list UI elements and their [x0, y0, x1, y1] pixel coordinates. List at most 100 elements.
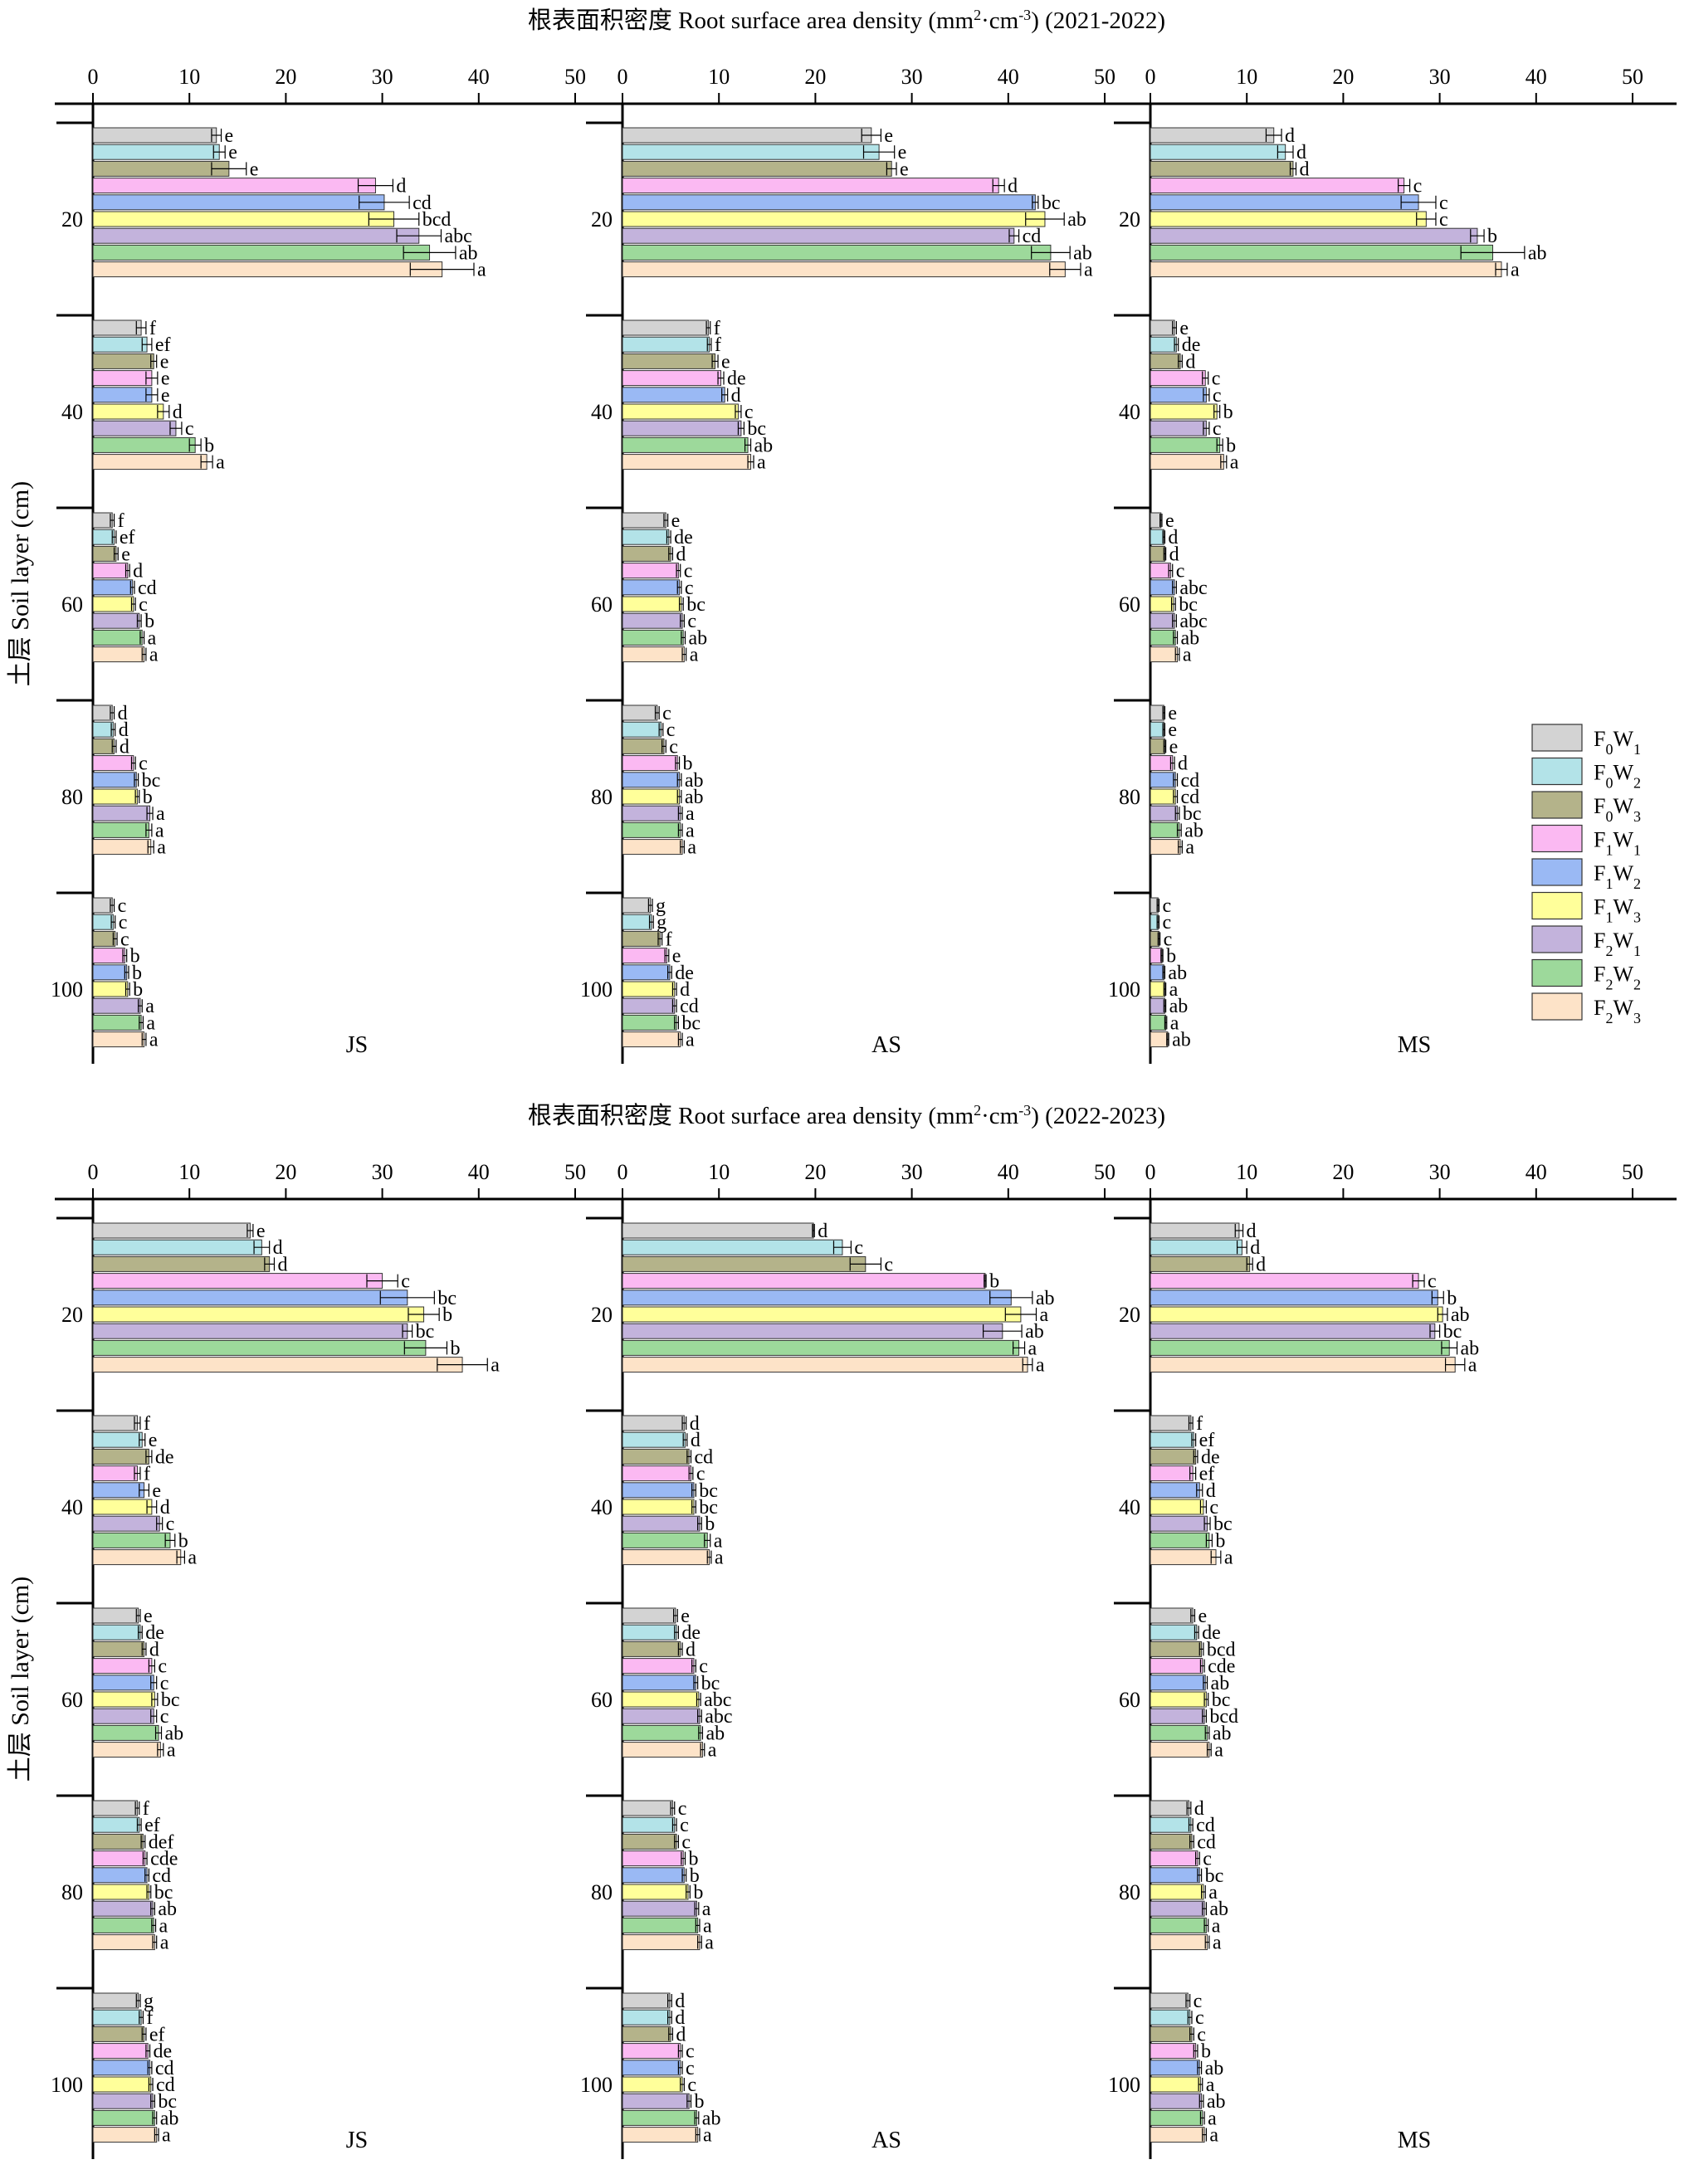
significance-letter: bc — [437, 1288, 456, 1309]
bar-AS-20-6 — [622, 227, 1015, 244]
bar-AS-80-5 — [622, 1884, 689, 1900]
y-tick-label: 40 — [61, 400, 83, 424]
bar-AS-20-8 — [622, 261, 1066, 278]
significance-letter: c — [1212, 368, 1221, 390]
significance-letter: a — [686, 820, 695, 841]
significance-letter: abc — [704, 1689, 731, 1711]
bar-JS-80-2 — [92, 1833, 144, 1850]
significance-letter: c — [686, 2058, 695, 2079]
y-tick-label: 100 — [580, 977, 613, 1002]
significance-letter: ab — [689, 627, 708, 649]
bar-MS-20-1 — [1150, 144, 1286, 160]
significance-letter: a — [149, 1030, 159, 1051]
bar-JS-60-1 — [92, 529, 115, 545]
significance-letter: c — [678, 1798, 687, 1820]
bar-JS-80-3 — [92, 755, 134, 772]
significance-letter: def — [149, 1831, 174, 1853]
bar-MS-100-4 — [1150, 964, 1164, 981]
significance-letter: c — [686, 2041, 695, 2063]
x-tick-label: 40 — [998, 65, 1019, 89]
significance-letter: d — [676, 544, 686, 565]
significance-letter: c — [1203, 1849, 1212, 1870]
significance-letter: c — [166, 1514, 175, 1535]
y-tick-label: 20 — [1119, 207, 1140, 232]
significance-letter: e — [1168, 703, 1177, 724]
significance-letter: b — [1215, 1530, 1225, 1552]
significance-letter: c — [666, 719, 676, 741]
significance-letter: e — [152, 1480, 161, 1502]
significance-letter: e — [1168, 719, 1177, 741]
bar-JS-40-4 — [92, 387, 153, 403]
significance-letter: b — [132, 963, 142, 984]
y-tick-label: 40 — [1119, 1495, 1140, 1519]
significance-letter: ab — [165, 1723, 184, 1744]
x-tick-label: 30 — [1429, 1160, 1451, 1184]
bar-MS-60-1 — [1150, 1624, 1198, 1640]
significance-letter: ab — [1067, 209, 1086, 231]
bar-AS-40-0 — [622, 319, 709, 336]
bar-AS-60-1 — [622, 1624, 677, 1640]
bar-AS-20-4 — [622, 194, 1036, 211]
significance-letter: d — [119, 719, 129, 741]
bar-MS-60-5 — [1150, 1691, 1207, 1708]
significance-letter: d — [1169, 544, 1179, 565]
y-tick-label: 100 — [580, 2073, 613, 2097]
bar-MS-60-3 — [1150, 563, 1171, 579]
significance-letter: cd — [1023, 226, 1042, 247]
bar-MS-60-7 — [1150, 629, 1176, 646]
significance-letter: c — [744, 402, 754, 423]
x-tick-label: 10 — [1236, 65, 1257, 89]
bar-MS-80-4 — [1150, 772, 1176, 788]
bar-MS-100-0 — [1150, 1992, 1189, 2009]
bar-JS-40-0 — [92, 1415, 138, 1431]
bar-JS-100-1 — [92, 2009, 142, 2026]
bar-AS-40-3 — [622, 370, 722, 387]
bar-AS-20-1 — [622, 144, 880, 160]
bar-JS-100-2 — [92, 930, 116, 947]
bar-MS-60-2 — [1150, 1640, 1203, 1657]
significance-letter: d — [675, 1991, 685, 2012]
bar-JS-60-2 — [92, 545, 117, 562]
bar-MS-100-5 — [1150, 2076, 1201, 2093]
significance-letter: ef — [120, 527, 135, 548]
significance-letter: a — [1208, 1882, 1218, 1904]
significance-letter: bc — [686, 594, 705, 616]
site-label: AS — [871, 1032, 901, 1058]
significance-letter: c — [681, 1831, 691, 1853]
significance-letter: d — [1256, 1254, 1266, 1275]
bar-MS-40-1 — [1150, 1431, 1194, 1448]
site-label: JS — [346, 1032, 368, 1058]
bar-AS-60-2 — [622, 1640, 681, 1657]
bar-AS-60-5 — [622, 596, 682, 612]
significance-letter: de — [727, 368, 746, 390]
x-tick-label: 0 — [1145, 1160, 1156, 1184]
significance-letter: c — [1439, 209, 1448, 231]
significance-letter: e — [1169, 736, 1179, 758]
bar-JS-40-8 — [92, 454, 207, 470]
bar-JS-60-7 — [92, 629, 143, 646]
bar-MS-80-3 — [1150, 1850, 1198, 1867]
significance-letter: abc — [705, 1706, 732, 1728]
significance-letter: bc — [1205, 1865, 1224, 1887]
bar-AS-20-5 — [622, 211, 1046, 227]
bar-MS-20-1 — [1150, 1239, 1242, 1255]
bar-JS-40-6 — [92, 420, 177, 436]
bar-MS-20-2 — [1150, 160, 1294, 177]
bar-JS-20-6 — [92, 1323, 408, 1339]
bar-AS-40-1 — [622, 1431, 686, 1448]
bar-AS-100-5 — [622, 981, 676, 997]
bar-AS-40-5 — [622, 1499, 695, 1515]
significance-letter: f — [118, 510, 124, 532]
bar-JS-80-0 — [92, 1800, 138, 1816]
significance-letter: a — [188, 1548, 197, 1569]
significance-letter: a — [1183, 645, 1192, 666]
significance-letter: a — [167, 1740, 176, 1762]
significance-letter: e — [1179, 318, 1189, 339]
bar-JS-60-0 — [92, 1607, 139, 1624]
significance-letter: ef — [1199, 1430, 1215, 1451]
bar-AS-60-3 — [622, 1658, 695, 1675]
legend-swatch — [1531, 925, 1583, 953]
bar-JS-80-3 — [92, 1850, 146, 1867]
significance-letter: a — [703, 2125, 712, 2147]
